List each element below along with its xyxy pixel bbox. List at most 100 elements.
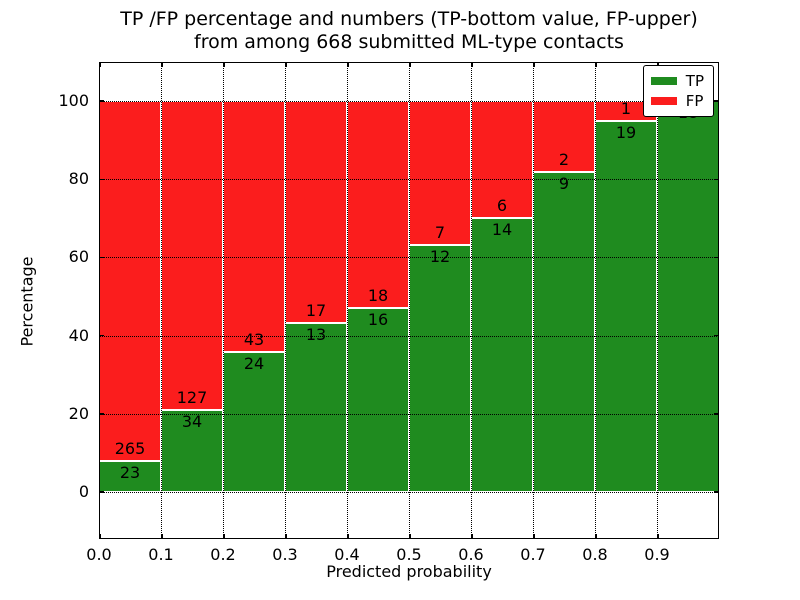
bar-count-label-fp: 17	[305, 300, 327, 320]
x-tick-mark	[595, 62, 597, 67]
gridline-vertical	[409, 62, 410, 539]
y-tick-label: 60	[68, 247, 89, 267]
x-tick-mark	[161, 62, 163, 67]
bar-segment-tp	[533, 172, 595, 493]
y-tick-label: 20	[68, 403, 89, 423]
x-tick-label: 0.0	[86, 545, 112, 564]
bar-count-label-fp: 43	[243, 330, 265, 350]
legend-label-fp: FP	[685, 92, 704, 110]
x-tick-label: 0.8	[582, 545, 608, 564]
gridline-vertical	[533, 62, 534, 539]
legend-swatch-tp	[650, 77, 677, 85]
bar-segment-fp	[285, 101, 347, 323]
y-tick-mark	[714, 100, 719, 102]
x-tick-label: 0.7	[520, 545, 546, 564]
bar-segment-tp	[471, 218, 533, 493]
bar-count-label-tp: 24	[243, 354, 265, 374]
bar-count-label-fp: 265	[114, 438, 146, 458]
legend-entry-tp: TP	[650, 72, 704, 90]
x-tick-mark	[99, 534, 101, 539]
y-tick-mark	[99, 334, 104, 337]
x-tick-mark	[347, 62, 349, 67]
x-tick-mark	[657, 62, 659, 67]
bar-segment-tp	[595, 120, 657, 493]
x-tick-mark	[595, 534, 597, 539]
x-tick-label: 0.9	[644, 545, 670, 564]
bar-count-label-tp: 12	[429, 247, 451, 267]
legend-swatch-fp	[650, 97, 677, 105]
y-tick-mark	[99, 491, 104, 493]
x-tick-mark	[347, 534, 349, 539]
x-tick-mark	[223, 534, 225, 539]
y-tick-mark	[714, 178, 719, 181]
bar-count-label-tp: 9	[558, 174, 570, 194]
bar-count-label-fp: 1	[620, 98, 632, 118]
bar-count-label-fp: 18	[367, 286, 389, 306]
chart-title-line1: TP /FP percentage and numbers (TP-bottom…	[120, 8, 698, 30]
gridline-vertical	[161, 62, 162, 539]
y-tick-mark	[99, 413, 104, 415]
x-tick-mark	[533, 62, 535, 67]
gridline-vertical	[471, 62, 472, 539]
bar-count-label-tp: 13	[305, 324, 327, 344]
bar-count-label-fp: 7	[434, 223, 446, 243]
bar-segment-tp	[409, 245, 471, 493]
x-tick-label: 0.4	[334, 545, 360, 564]
legend-label-tp: TP	[685, 72, 704, 90]
bar-segment-tp	[223, 352, 285, 493]
y-tick-mark	[99, 100, 104, 102]
x-tick-mark	[99, 62, 101, 67]
x-tick-label: 0.2	[210, 545, 236, 564]
gridline-vertical	[347, 62, 348, 539]
y-tick-mark	[714, 413, 719, 415]
y-tick-label: 80	[68, 169, 89, 189]
x-tick-mark	[471, 62, 473, 67]
bar-count-label-tp: 14	[491, 220, 513, 240]
bar-count-label-tp: 34	[181, 411, 203, 431]
y-tick-mark	[99, 256, 104, 259]
bar-segment-tp	[285, 322, 347, 493]
y-tick-label: 100	[58, 91, 89, 111]
bar-count-label-fp: 6	[496, 196, 508, 216]
x-tick-label: 0.3	[272, 545, 298, 564]
bar-segment-tp	[347, 308, 409, 493]
y-tick-mark	[714, 334, 719, 337]
x-tick-label: 0.6	[458, 545, 484, 564]
y-tick-label: 0	[78, 482, 89, 502]
bar-count-label-tp: 19	[615, 122, 637, 142]
bar-count-label-tp: 16	[367, 310, 389, 330]
x-tick-mark	[161, 534, 163, 539]
bar-segment-fp	[161, 101, 223, 410]
y-tick-mark	[99, 178, 104, 181]
bar-count-label-fp: 2	[558, 150, 570, 170]
y-tick-label: 40	[68, 325, 89, 345]
bar-segment-fp	[99, 101, 161, 461]
legend-entry-fp: FP	[650, 92, 704, 110]
gridline-vertical	[595, 62, 596, 539]
gridline-vertical	[223, 62, 224, 539]
x-tick-label: 0.5	[396, 545, 422, 564]
y-tick-mark	[714, 491, 719, 493]
x-axis-label: Predicted probability	[326, 562, 492, 581]
y-tick-mark	[714, 256, 719, 259]
x-tick-mark	[657, 534, 659, 539]
bar-segment-fp	[347, 101, 409, 309]
x-tick-mark	[409, 62, 411, 67]
legend: TP FP	[642, 65, 714, 117]
gridline-vertical	[657, 62, 658, 539]
x-tick-mark	[471, 534, 473, 539]
gridline-vertical	[285, 62, 286, 539]
bar-segment-tp	[657, 101, 719, 493]
bar-count-label-tp: 23	[119, 462, 141, 482]
bar-count-label-fp: 127	[176, 387, 208, 407]
x-tick-mark	[717, 534, 719, 539]
x-tick-mark	[717, 62, 719, 67]
x-tick-mark	[285, 62, 287, 67]
chart-title-line2: from among 668 submitted ML-type contact…	[194, 31, 624, 53]
bar-segment-fp	[223, 101, 285, 353]
x-tick-mark	[533, 534, 535, 539]
x-tick-mark	[409, 534, 411, 539]
x-tick-mark	[285, 534, 287, 539]
